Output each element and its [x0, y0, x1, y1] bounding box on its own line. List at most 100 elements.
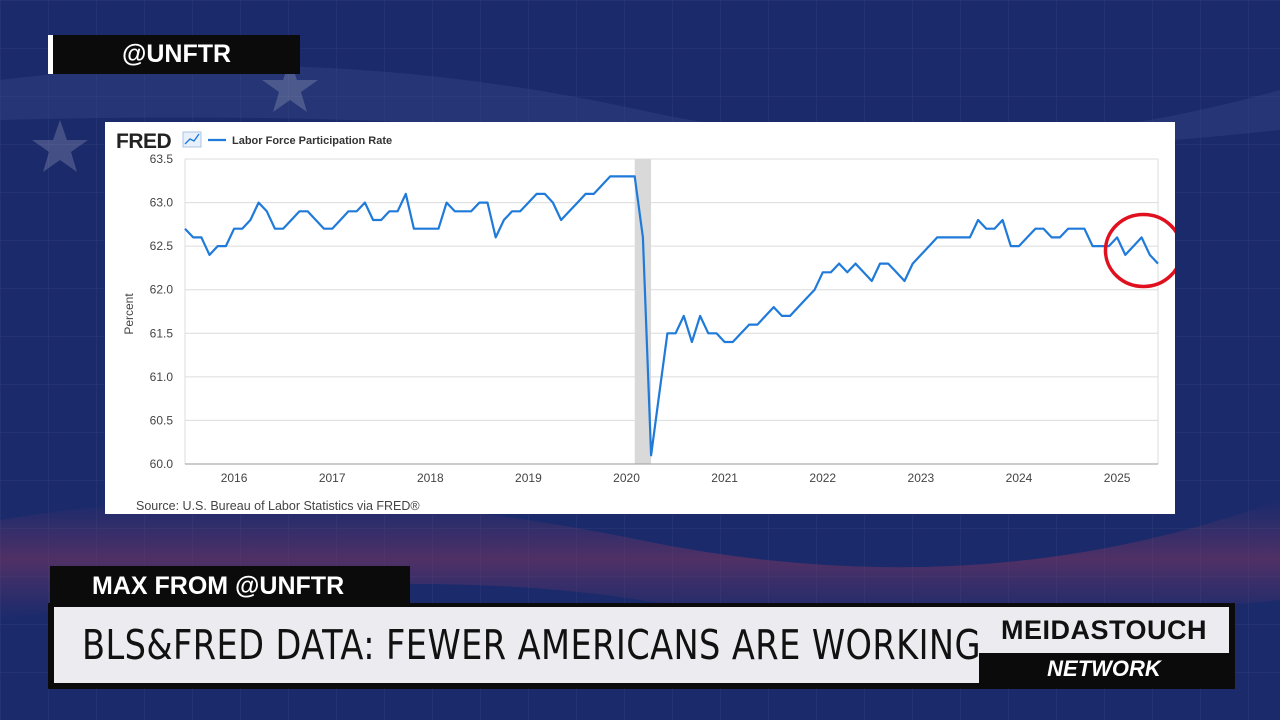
- headline-text: BLS&FRED DATA: FEWER AMERICANS ARE WORKI…: [82, 621, 981, 669]
- lower-third: BLS&FRED DATA: FEWER AMERICANS ARE WORKI…: [48, 603, 1235, 689]
- series-line: [184, 175, 1159, 457]
- brand-network-text: NETWORK: [1047, 656, 1161, 681]
- y-tick-label: 61.0: [150, 370, 174, 384]
- data-point: [887, 262, 889, 264]
- handle-text: @UNFTR: [121, 40, 232, 68]
- data-point: [200, 236, 202, 238]
- data-point: [225, 245, 227, 247]
- data-point: [1091, 245, 1093, 247]
- series-points: [184, 175, 1159, 456]
- y-axis-label: Percent: [122, 293, 136, 335]
- data-point: [617, 175, 619, 177]
- data-point: [323, 228, 325, 230]
- data-point: [315, 219, 317, 221]
- data-point: [977, 219, 979, 221]
- data-point: [838, 262, 840, 264]
- data-point: [634, 175, 636, 177]
- y-tick-label: 62.0: [150, 283, 174, 297]
- data-point: [437, 228, 439, 230]
- data-point: [1157, 262, 1159, 264]
- data-point: [282, 228, 284, 230]
- data-point: [470, 210, 472, 212]
- handle-tag: @UNFTR: [48, 35, 300, 74]
- speaker-tag: MAX FROM @UNFTR: [50, 566, 410, 606]
- data-point: [854, 262, 856, 264]
- y-tick-label: 60.0: [150, 457, 174, 471]
- data-point: [429, 228, 431, 230]
- data-point: [519, 210, 521, 212]
- highlight-circle: [1103, 212, 1175, 289]
- x-tick-label: 2021: [711, 471, 738, 485]
- data-point: [1116, 236, 1118, 238]
- data-point: [822, 271, 824, 273]
- data-point: [813, 289, 815, 291]
- data-point: [1083, 228, 1085, 230]
- y-axis: 60.0 60.5 61.0 61.5 62.0 62.5 63.0 63.5: [150, 152, 174, 471]
- data-point: [920, 254, 922, 256]
- data-point: [912, 262, 914, 264]
- x-tick-label: 2019: [515, 471, 542, 485]
- data-point: [699, 315, 701, 317]
- data-point: [527, 201, 529, 203]
- data-point: [1149, 254, 1151, 256]
- data-point: [511, 210, 513, 212]
- data-point: [486, 201, 488, 203]
- y-tick-label: 61.5: [150, 326, 174, 340]
- data-point: [691, 341, 693, 343]
- data-point: [535, 193, 537, 195]
- data-point: [936, 236, 938, 238]
- data-point: [961, 236, 963, 238]
- data-point: [503, 219, 505, 221]
- data-point: [274, 228, 276, 230]
- brand-network: NETWORK: [979, 653, 1229, 685]
- fred-logo: FRED: [116, 130, 172, 153]
- x-tick-label: 2017: [319, 471, 346, 485]
- data-point: [952, 236, 954, 238]
- data-point: [740, 332, 742, 334]
- fred-graph-icon: [182, 131, 202, 148]
- data-point: [454, 210, 456, 212]
- data-point: [797, 306, 799, 308]
- data-point: [993, 228, 995, 230]
- data-point: [584, 193, 586, 195]
- data-point: [1124, 254, 1126, 256]
- data-point: [773, 306, 775, 308]
- data-point: [1132, 245, 1134, 247]
- data-point: [257, 201, 259, 203]
- data-point: [879, 262, 881, 264]
- data-point: [290, 219, 292, 221]
- data-point: [306, 210, 308, 212]
- data-point: [928, 245, 930, 247]
- y-tick-label: 60.5: [150, 413, 174, 427]
- data-point: [1100, 245, 1102, 247]
- headline-box: BLS&FRED DATA: FEWER AMERICANS ARE WORKI…: [54, 607, 981, 683]
- data-point: [674, 332, 676, 334]
- data-point: [707, 332, 709, 334]
- data-point: [650, 454, 652, 456]
- data-point: [478, 201, 480, 203]
- data-point: [233, 228, 235, 230]
- data-point: [380, 219, 382, 221]
- speaker-name: MAX FROM @UNFTR: [92, 572, 345, 600]
- data-point: [601, 184, 603, 186]
- star-icon: [262, 60, 318, 112]
- data-point: [1108, 245, 1110, 247]
- data-point: [715, 332, 717, 334]
- data-point: [593, 193, 595, 195]
- x-tick-label: 2020: [613, 471, 640, 485]
- data-point: [642, 236, 644, 238]
- data-point: [356, 210, 358, 212]
- data-point: [846, 271, 848, 273]
- data-point: [372, 219, 374, 221]
- data-point: [192, 236, 194, 238]
- data-point: [1042, 228, 1044, 230]
- x-tick-label: 2022: [809, 471, 836, 485]
- data-point: [1034, 228, 1036, 230]
- x-tick-label: 2024: [1006, 471, 1033, 485]
- data-point: [871, 280, 873, 282]
- data-point: [1001, 219, 1003, 221]
- data-point: [388, 210, 390, 212]
- gridlines: [184, 158, 1159, 465]
- data-point: [903, 280, 905, 282]
- data-point: [1010, 245, 1012, 247]
